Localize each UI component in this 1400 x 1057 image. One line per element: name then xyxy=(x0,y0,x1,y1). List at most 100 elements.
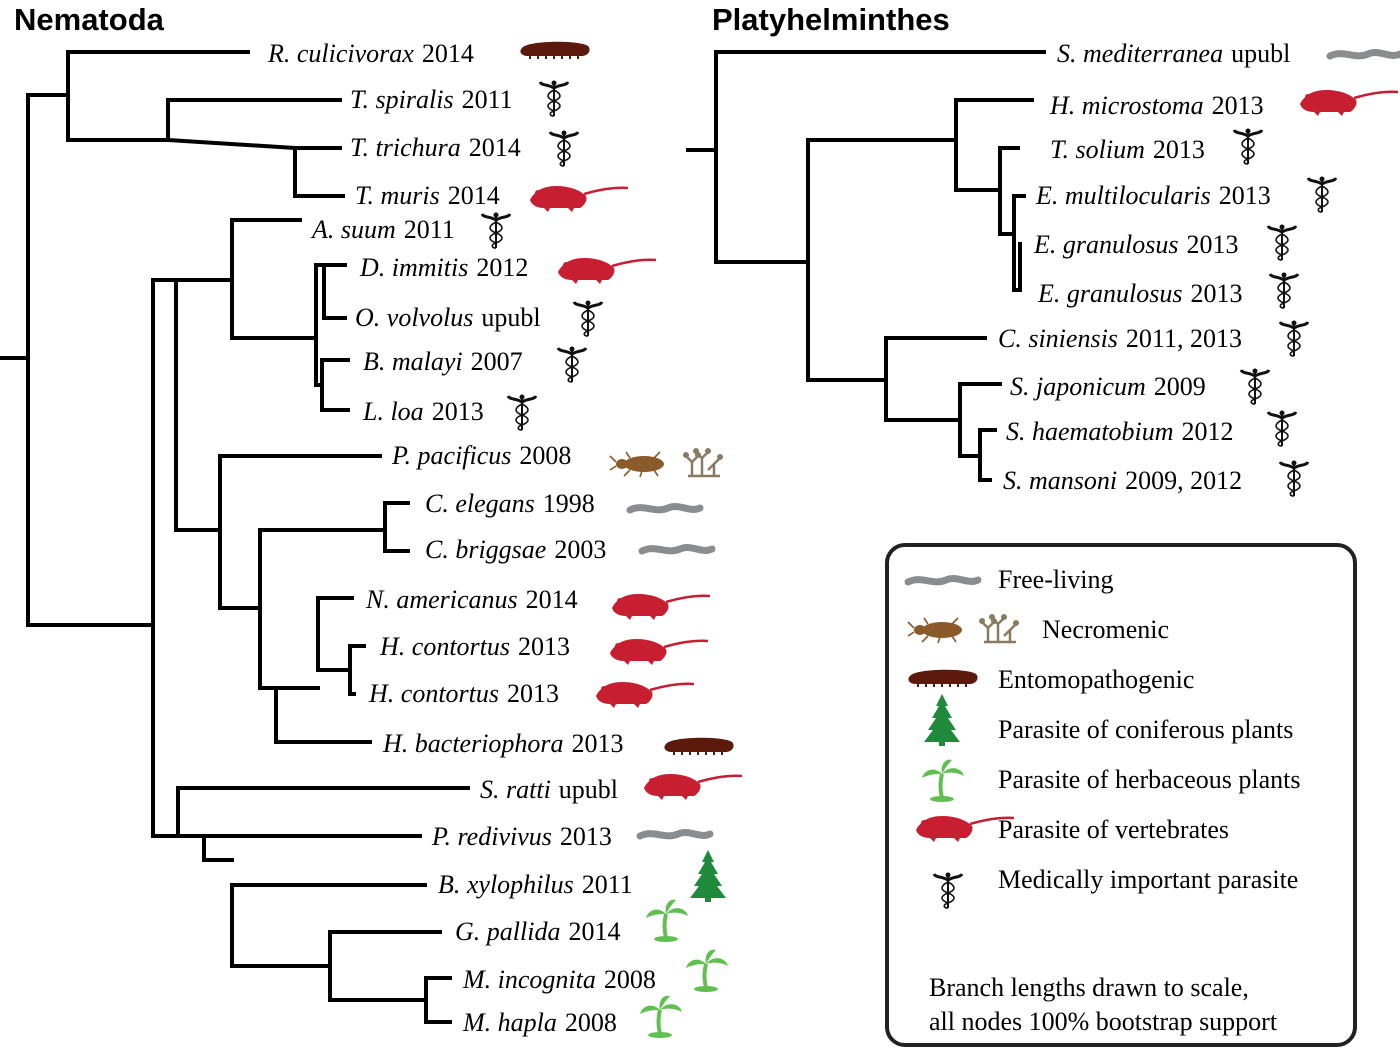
herb-plant-icon xyxy=(646,899,688,942)
tip-species-name: G. pallida xyxy=(455,917,560,946)
tip-year: upubl xyxy=(481,303,540,332)
tip-species-name: C. siniensis xyxy=(998,324,1118,353)
tip-species-name: L. loa xyxy=(362,397,424,426)
tip-year: 2008 xyxy=(519,441,571,470)
legend-item: Medically important parasite xyxy=(932,865,1298,909)
herb-plant-icon xyxy=(686,949,728,992)
tip-label: N. americanus 2014 xyxy=(365,585,711,620)
rat-icon xyxy=(1300,90,1399,116)
tip-year: 2014 xyxy=(568,917,620,946)
tip-year: 2013 xyxy=(1219,181,1271,210)
tip-year: 2013 xyxy=(1190,279,1242,308)
tip-year: upubl xyxy=(1231,39,1290,68)
tip-year: 2014 xyxy=(448,181,500,210)
legend-item: Free-living xyxy=(904,565,1114,594)
tip-label: H. contortus 2013 xyxy=(368,679,695,708)
tip-year: 2012 xyxy=(1182,417,1234,446)
beetle-icon xyxy=(609,451,664,478)
tip-text: N. americanus 2014 xyxy=(365,585,578,614)
tip-year: 2009 xyxy=(1154,372,1206,401)
tip-label: E. multilocularis 2013 xyxy=(1035,176,1338,213)
worm-icon xyxy=(636,829,714,840)
tip-text: C. elegans 1998 xyxy=(425,489,595,518)
tip-year: 2008 xyxy=(604,965,656,994)
tip-species-name: M. hapla xyxy=(462,1008,557,1037)
tip-label: C. siniensis 2011, 2013 xyxy=(998,320,1310,357)
legend-item: Parasite of coniferous plants xyxy=(924,694,1293,746)
caduceus-icon xyxy=(1278,460,1310,497)
tip-species-name: E. granulosus xyxy=(1037,279,1182,308)
legend-item-label: Free-living xyxy=(998,565,1114,594)
tip-species-name: S. japonicum xyxy=(1010,372,1146,401)
tip-species-name: S. ratti xyxy=(480,775,551,804)
fungus-icon xyxy=(979,614,1019,644)
tip-label: O. volvolus upubl xyxy=(355,300,604,337)
tip-text: E. multilocularis 2013 xyxy=(1035,181,1271,210)
legend: Free-living Necromenic Entomopathogenic Par… xyxy=(885,543,1357,1047)
legend-item: Necromenic xyxy=(907,614,1169,644)
tip-text: H. bacteriophora 2013 xyxy=(382,729,624,758)
caterpillar-icon xyxy=(520,41,590,59)
rat-icon xyxy=(610,639,709,665)
tip-species-name: H. microstoma xyxy=(1049,91,1204,120)
tip-species-name: H. contortus xyxy=(368,679,499,708)
caduceus-icon xyxy=(932,872,964,909)
legend-item-label: Necromenic xyxy=(1042,615,1169,644)
caduceus-icon xyxy=(556,346,588,383)
tip-label: A. suum 2011 xyxy=(310,212,512,249)
beetle-icon xyxy=(907,617,962,644)
tip-year: 2003 xyxy=(554,535,606,564)
tip-text: P. pacificus 2008 xyxy=(391,441,571,470)
tip-year: 2013 xyxy=(1186,230,1238,259)
tip-species-name: C. elegans xyxy=(425,489,535,518)
legend-item-label: Entomopathogenic xyxy=(998,665,1194,694)
tip-species-name: C. briggsae xyxy=(425,535,546,564)
tip-label: S. haematobium 2012 xyxy=(1006,410,1298,447)
tip-text: T. trichura 2014 xyxy=(350,133,521,162)
legend-item-label: Medically important parasite xyxy=(998,865,1298,894)
tip-year: 2013 xyxy=(507,679,559,708)
rat-icon xyxy=(644,774,743,800)
tip-species-name: B. xylophilus xyxy=(438,870,574,899)
tip-year: 2013 xyxy=(1153,135,1205,164)
tip-year: 2008 xyxy=(565,1008,617,1037)
tip-year: 2012 xyxy=(476,253,528,282)
tip-text: D. immitis 2012 xyxy=(359,253,528,282)
tip-year: 2007 xyxy=(471,347,523,376)
tip-label: T. trichura 2014 xyxy=(350,130,580,167)
legend-note-line2: all nodes 100% bootstrap support xyxy=(929,1007,1278,1036)
herb-plant-icon xyxy=(922,759,964,802)
tip-text: S. haematobium 2012 xyxy=(1006,417,1234,446)
tip-text: H. contortus 2013 xyxy=(368,679,559,708)
tip-species-name: T. trichura xyxy=(350,133,461,162)
legend-items: Free-living Necromenic Entomopathogenic Par… xyxy=(904,565,1301,909)
tip-text: L. loa 2013 xyxy=(362,397,484,426)
worm-icon xyxy=(638,544,716,555)
tip-species-name: M. incognita xyxy=(462,965,596,994)
tip-label: C. elegans 1998 xyxy=(425,489,704,518)
tip-label: E. granulosus 2013 xyxy=(1037,272,1300,309)
tip-species-name: N. americanus xyxy=(365,585,518,614)
tip-label: L. loa 2013 xyxy=(362,394,538,431)
tip-label: T. spiralis 2011 xyxy=(350,80,570,117)
legend-item: Entomopathogenic xyxy=(908,665,1194,694)
caduceus-icon xyxy=(538,80,570,117)
nematoda-title: Nematoda xyxy=(14,2,165,37)
tip-year: 1998 xyxy=(543,489,595,518)
tip-label: P. pacificus 2008 xyxy=(391,441,723,478)
worm-icon xyxy=(904,575,982,586)
tip-text: S. mansoni 2009, 2012 xyxy=(1003,466,1242,495)
tip-text: H. microstoma 2013 xyxy=(1049,91,1264,120)
tip-species-name: H. contortus xyxy=(379,632,510,661)
tip-species-name: O. volvolus xyxy=(355,303,473,332)
caduceus-icon xyxy=(548,130,580,167)
caterpillar-icon xyxy=(908,669,978,687)
tip-year: upubl xyxy=(559,775,618,804)
tip-text: S. mediterranea upubl xyxy=(1057,39,1290,68)
legend-item-label: Parasite of coniferous plants xyxy=(998,715,1293,744)
tip-year: 2014 xyxy=(469,133,521,162)
tip-label: D. immitis 2012 xyxy=(359,253,657,284)
caduceus-icon xyxy=(572,300,604,337)
